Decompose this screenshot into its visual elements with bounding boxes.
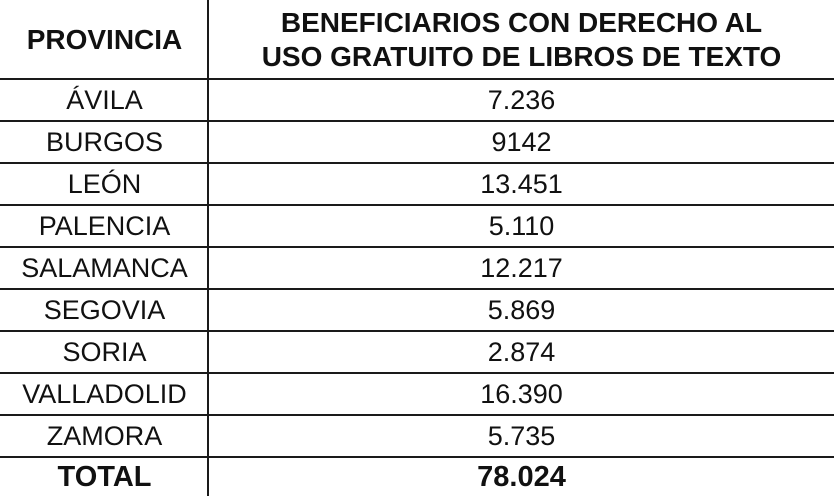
table-row: SEGOVIA 5.869 — [0, 288, 834, 332]
header-beneficiaries: BENEFICIARIOS CON DERECHO AL USO GRATUIT… — [207, 0, 834, 80]
table-row: SORIA 2.874 — [0, 330, 834, 374]
province-cell: SORIA — [0, 330, 209, 374]
table-row: ZAMORA 5.735 — [0, 414, 834, 458]
table-row: SALAMANCA 12.217 — [0, 246, 834, 290]
province-cell: BURGOS — [0, 120, 209, 164]
table-header-row: PROVINCIA BENEFICIARIOS CON DERECHO AL U… — [0, 0, 834, 80]
value-cell: 5.110 — [207, 204, 834, 248]
province-cell: SALAMANCA — [0, 246, 209, 290]
province-cell: LEÓN — [0, 162, 209, 206]
province-cell: VALLADOLID — [0, 372, 209, 416]
value-cell: 2.874 — [207, 330, 834, 374]
header-beneficiaries-line2: USO GRATUITO DE LIBROS DE TEXTO — [261, 41, 782, 72]
table-row: PALENCIA 5.110 — [0, 204, 834, 248]
value-cell: 5.735 — [207, 414, 834, 458]
province-cell: PALENCIA — [0, 204, 209, 248]
total-value: 78.024 — [207, 456, 834, 498]
header-province: PROVINCIA — [0, 0, 209, 80]
table-row: ÁVILA 7.236 — [0, 78, 834, 122]
header-beneficiaries-line1: BENEFICIARIOS CON DERECHO AL — [280, 7, 763, 38]
value-cell: 7.236 — [207, 78, 834, 122]
table-row: VALLADOLID 16.390 — [0, 372, 834, 416]
value-cell: 13.451 — [207, 162, 834, 206]
province-cell: ZAMORA — [0, 414, 209, 458]
table-row: BURGOS 9142 — [0, 120, 834, 164]
province-cell: SEGOVIA — [0, 288, 209, 332]
value-cell: 9142 — [207, 120, 834, 164]
value-cell: 12.217 — [207, 246, 834, 290]
province-cell: ÁVILA — [0, 78, 209, 122]
table-row: LEÓN 13.451 — [0, 162, 834, 206]
value-cell: 16.390 — [207, 372, 834, 416]
value-cell: 5.869 — [207, 288, 834, 332]
total-label: TOTAL — [0, 456, 209, 498]
total-row: TOTAL 78.024 — [0, 456, 834, 498]
